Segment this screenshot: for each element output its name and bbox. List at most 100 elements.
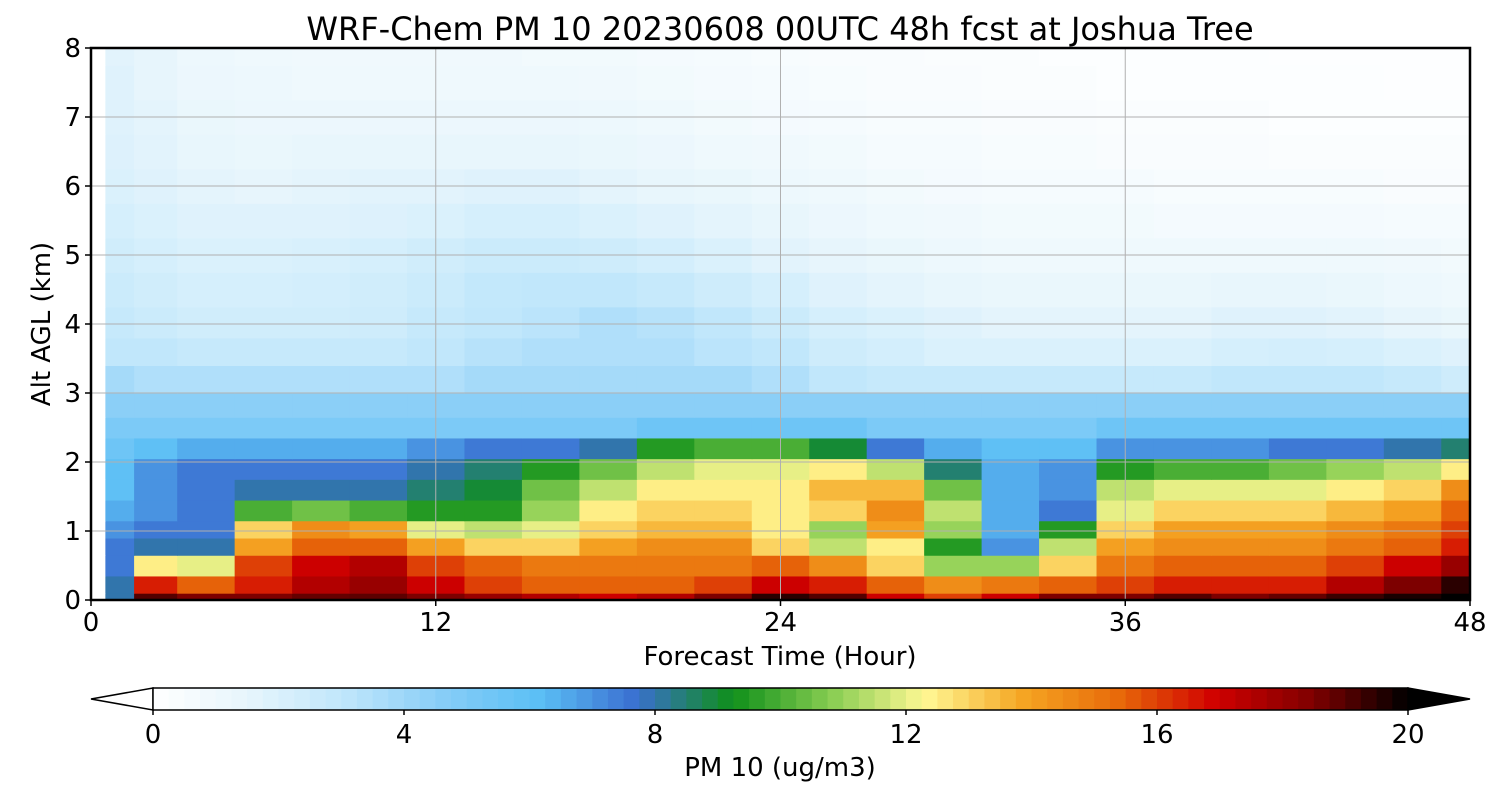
heatmap-cell xyxy=(1039,134,1098,170)
heatmap-cell xyxy=(134,393,178,418)
heatmap-cell xyxy=(292,479,351,501)
y-tick-label: 2 xyxy=(64,448,81,478)
colorbar-segment xyxy=(215,688,232,710)
heatmap-cell xyxy=(464,575,523,594)
heatmap-cell xyxy=(234,537,293,556)
heatmap-cell xyxy=(105,417,135,439)
heatmap-cell xyxy=(234,499,293,522)
heatmap-cell xyxy=(134,458,178,480)
heatmap-cell xyxy=(521,479,580,501)
heatmap-cell xyxy=(866,499,925,522)
heatmap-cell xyxy=(636,458,695,480)
heatmap-cell xyxy=(866,337,925,366)
heatmap-cell xyxy=(1441,306,1471,339)
heatmap-cell xyxy=(636,337,695,366)
heatmap-cell xyxy=(464,203,523,239)
colorbar-segment xyxy=(780,688,797,710)
heatmap-cell xyxy=(105,365,135,394)
heatmap-cell xyxy=(1383,65,1442,101)
heatmap-cell xyxy=(866,555,925,577)
heatmap-cell xyxy=(1383,593,1442,601)
heatmap-cell xyxy=(809,337,868,366)
heatmap-cell xyxy=(866,203,925,239)
heatmap-cell xyxy=(981,437,1040,460)
heatmap-cell xyxy=(521,203,580,239)
heatmap-cell xyxy=(349,555,408,577)
colorbar-extend-low xyxy=(90,687,154,711)
heatmap-cell xyxy=(694,365,753,394)
heatmap-cell xyxy=(694,575,753,594)
heatmap-cell xyxy=(292,393,351,418)
heatmap-cell xyxy=(105,134,135,170)
x-tick-label: 0 xyxy=(83,608,100,638)
heatmap-cell xyxy=(234,593,293,601)
heatmap-cell xyxy=(521,417,580,439)
heatmap-cell xyxy=(636,365,695,394)
heatmap-cell xyxy=(1441,593,1471,601)
colorbar-segment xyxy=(592,688,609,710)
heatmap-cell xyxy=(579,537,638,556)
colorbar-segment xyxy=(482,688,499,710)
heatmap-cell xyxy=(924,393,983,418)
heatmap-cell xyxy=(349,134,408,170)
heatmap-cell xyxy=(1326,575,1385,594)
heatmap-cell xyxy=(1211,272,1270,308)
heatmap-cell xyxy=(924,555,983,577)
colorbar-segment xyxy=(1094,688,1111,710)
colorbar-segment xyxy=(1251,688,1268,710)
heatmap-cell xyxy=(1326,555,1385,577)
heatmap-cell xyxy=(809,520,868,539)
colorbar-segment xyxy=(702,688,719,710)
heatmap-cell xyxy=(292,499,351,522)
heatmap-cell xyxy=(464,393,523,418)
heatmap-cell xyxy=(464,365,523,394)
colorbar-segment xyxy=(168,688,185,710)
heatmap-cell xyxy=(809,272,868,308)
heatmap-cell xyxy=(694,272,753,308)
heatmap-cell xyxy=(234,393,293,418)
heatmap-cell xyxy=(1039,48,1098,66)
x-tick-label: 48 xyxy=(1453,608,1486,638)
heatmap-cell xyxy=(464,417,523,439)
heatmap-cell xyxy=(579,337,638,366)
heatmap-cell xyxy=(924,437,983,460)
colorbar-segment xyxy=(184,688,201,710)
heatmap-cell xyxy=(1268,393,1327,418)
heatmap-cell xyxy=(924,537,983,556)
colorbar-segment xyxy=(921,688,938,710)
heatmap-cell xyxy=(1441,48,1471,66)
heatmap-cell xyxy=(349,272,408,308)
heatmap-cell xyxy=(349,306,408,339)
heatmap-cell xyxy=(134,520,178,539)
heatmap-cell xyxy=(349,365,408,394)
heatmap-cell xyxy=(866,65,925,101)
heatmap-cell xyxy=(1153,417,1213,439)
heatmap-cell xyxy=(579,499,638,522)
heatmap-cell xyxy=(464,479,523,501)
plot-area xyxy=(91,48,1471,601)
heatmap-cell xyxy=(636,417,695,439)
colorbar-segment xyxy=(466,688,483,710)
heatmap-cell xyxy=(579,458,638,480)
heatmap-cell xyxy=(464,520,523,539)
x-tick-label: 24 xyxy=(764,608,797,638)
heatmap-cell xyxy=(91,272,106,308)
heatmap-cell xyxy=(134,593,178,601)
heatmap-cell xyxy=(694,393,753,418)
heatmap-cell xyxy=(177,134,236,170)
heatmap-cell xyxy=(1039,537,1098,556)
heatmap-cell xyxy=(521,272,580,308)
heatmap-cell xyxy=(521,437,580,460)
heatmap-cell xyxy=(105,65,135,101)
heatmap-cell xyxy=(234,272,293,308)
y-tick-label: 3 xyxy=(64,379,81,409)
heatmap-cell xyxy=(349,575,408,594)
heatmap-cell xyxy=(866,48,925,66)
heatmap-cell xyxy=(1211,499,1270,522)
y-axis: 0 1 2 3 4 5 6 7 8 xyxy=(64,34,91,616)
heatmap-cell xyxy=(1153,458,1213,480)
heatmap-cell xyxy=(579,479,638,501)
heatmap-cell xyxy=(234,575,293,594)
heatmap-cell xyxy=(694,499,753,522)
colorbar-segment xyxy=(545,688,562,710)
